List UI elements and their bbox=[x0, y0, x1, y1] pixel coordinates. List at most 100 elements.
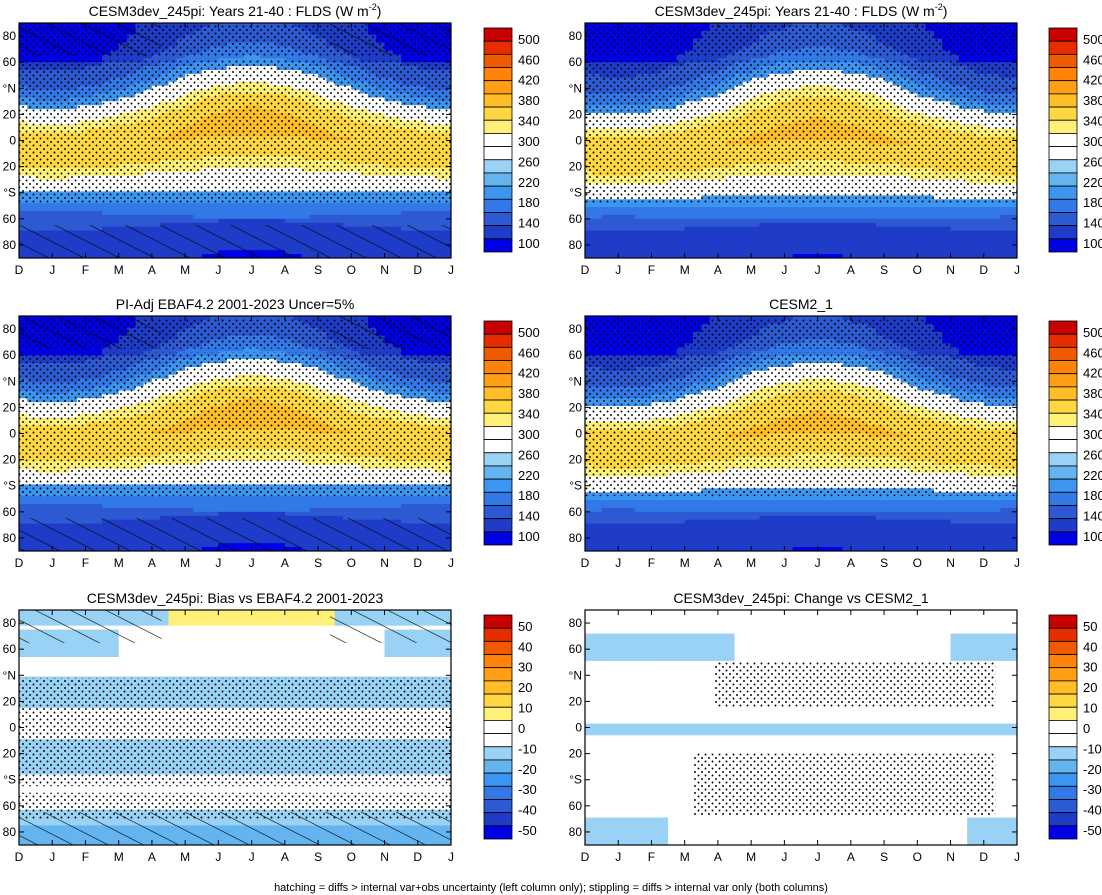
heatmap-cell bbox=[151, 214, 161, 220]
heatmap-cell bbox=[251, 214, 261, 220]
heatmap-cell bbox=[210, 54, 219, 59]
heatmap-cell bbox=[726, 23, 736, 28]
heatmap-cell bbox=[917, 54, 927, 59]
heatmap-cell bbox=[185, 203, 195, 208]
heatmap-cell bbox=[359, 222, 369, 228]
heatmap-cell bbox=[401, 207, 411, 212]
heatmap-cell bbox=[401, 211, 411, 216]
heatmap-cell bbox=[151, 222, 161, 228]
heatmap-cell bbox=[693, 54, 702, 59]
heatmap-cell bbox=[43, 207, 53, 212]
colorbar-label: 180 bbox=[518, 195, 540, 210]
y-tick-label: 0 bbox=[9, 134, 16, 148]
colorbar-box bbox=[483, 106, 513, 121]
heatmap-cell bbox=[160, 218, 170, 224]
panel-title: CESM3dev_245pi: Years 21-40 : FLDS (W m-… bbox=[89, 2, 382, 19]
y-tick-label: 80 bbox=[3, 29, 17, 43]
y-tick-label: 20 bbox=[3, 107, 17, 121]
heatmap-cell bbox=[210, 207, 219, 212]
heatmap-cell bbox=[334, 54, 344, 59]
heatmap-cell bbox=[268, 207, 278, 212]
heatmap-cell bbox=[359, 203, 369, 208]
heatmap-cell bbox=[983, 23, 993, 28]
heatmap-cell bbox=[318, 222, 327, 228]
heatmap-cell bbox=[326, 54, 336, 59]
heatmap-cell bbox=[19, 203, 28, 208]
heatmap-cell bbox=[850, 23, 860, 28]
heatmap-cell bbox=[168, 214, 178, 220]
heatmap-cell bbox=[1008, 54, 1017, 59]
heatmap-cell bbox=[185, 211, 195, 216]
heatmap-cell bbox=[434, 218, 444, 224]
heatmap-cell bbox=[784, 23, 794, 28]
heatmap-cell bbox=[409, 203, 419, 208]
heatmap-cell bbox=[668, 23, 677, 28]
heatmap-cell bbox=[60, 207, 70, 212]
heatmap-cell bbox=[201, 54, 211, 59]
heatmap-cell bbox=[93, 54, 103, 59]
heatmap-cell bbox=[609, 54, 619, 59]
colorbar-box bbox=[483, 133, 513, 147]
x-tick-label: O bbox=[347, 263, 356, 277]
colorbar-box bbox=[483, 212, 513, 227]
heatmap-cell bbox=[218, 203, 228, 208]
heatmap-cell bbox=[110, 214, 120, 220]
heatmap-cell bbox=[842, 54, 852, 59]
heatmap-cell bbox=[326, 203, 336, 208]
heatmap-cell bbox=[367, 222, 377, 228]
heatmap-cell bbox=[102, 214, 111, 220]
heatmap-cell bbox=[19, 211, 28, 216]
heatmap-cell bbox=[168, 23, 178, 28]
heatmap-cell bbox=[376, 207, 386, 212]
heatmap-cell bbox=[1000, 23, 1010, 28]
heatmap-cell bbox=[950, 54, 960, 59]
heatmap-cell bbox=[143, 54, 153, 59]
heatmap-cell bbox=[417, 207, 427, 212]
colorbar-label: 260 bbox=[518, 154, 540, 169]
heatmap-cell bbox=[251, 222, 261, 228]
heatmap-cell bbox=[60, 203, 70, 208]
heatmap-cell bbox=[268, 218, 278, 224]
heatmap-cell bbox=[77, 222, 87, 228]
heatmap-cell bbox=[68, 203, 78, 208]
heatmap-cell bbox=[434, 54, 444, 59]
heatmap-cell bbox=[160, 214, 170, 220]
x-tick-label: N bbox=[380, 263, 389, 277]
heatmap-cell bbox=[201, 211, 211, 216]
heatmap-cell bbox=[243, 207, 253, 212]
heatmap-cell bbox=[958, 23, 968, 28]
heatmap-cell bbox=[792, 54, 802, 59]
heatmap-cell bbox=[243, 203, 253, 208]
heatmap-cell bbox=[717, 23, 727, 28]
heatmap-cell bbox=[268, 23, 278, 28]
heatmap-cell bbox=[110, 54, 120, 59]
colorbar-box bbox=[483, 198, 513, 213]
heatmap-cell bbox=[60, 218, 70, 224]
heatmap-cell bbox=[201, 203, 211, 208]
heatmap-cell bbox=[950, 23, 960, 28]
heatmap-cell bbox=[626, 23, 636, 28]
heatmap-cell bbox=[309, 222, 319, 228]
heatmap-cell bbox=[151, 218, 161, 224]
heatmap-cell bbox=[243, 218, 253, 224]
heatmap-cell bbox=[967, 54, 977, 59]
heatmap-cell bbox=[343, 222, 352, 228]
heatmap-cell bbox=[900, 23, 910, 28]
heatmap-cell bbox=[43, 222, 53, 228]
heatmap-cell bbox=[268, 203, 278, 208]
heatmap-cell bbox=[276, 214, 286, 220]
heatmap-cell bbox=[43, 54, 53, 59]
heatmap-cell bbox=[276, 23, 286, 28]
heatmap-cell bbox=[77, 207, 87, 212]
heatmap-cell bbox=[742, 23, 752, 28]
heatmap-cell bbox=[235, 211, 244, 216]
colorbar-label: 300 bbox=[518, 134, 540, 149]
heatmap-cell bbox=[343, 207, 352, 212]
heatmap-cell bbox=[143, 214, 153, 220]
heatmap-cell bbox=[284, 211, 294, 216]
colorbar-box bbox=[483, 67, 513, 82]
heatmap-cell bbox=[334, 207, 344, 212]
x-tick-label: J bbox=[49, 263, 55, 277]
heatmap-cell bbox=[734, 54, 744, 59]
heatmap-cell bbox=[176, 203, 186, 208]
